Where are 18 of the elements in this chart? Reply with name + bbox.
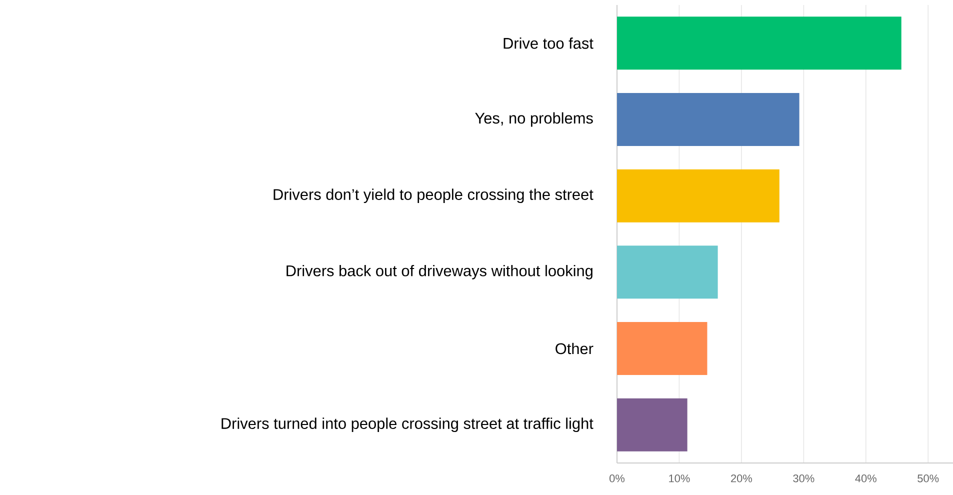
x-tick-label: 50% <box>918 474 939 482</box>
x-tick-label: 20% <box>731 474 752 482</box>
x-tick-label: 0% <box>610 474 625 482</box>
x-tick-label: 10% <box>669 474 690 482</box>
bar <box>617 92 800 146</box>
y-tick-label: Drivers turned into people crossing street at traffic light <box>222 418 594 432</box>
bar <box>617 169 780 222</box>
y-tick-label: Drivers don’t yield to people crossing the street <box>274 188 594 204</box>
y-tick-label: Yes, no problems <box>475 112 593 127</box>
x-tick-label: 30% <box>793 474 814 482</box>
y-tick-label: Other <box>556 342 594 354</box>
x-tick-label: 40% <box>855 474 876 482</box>
bar <box>617 322 708 375</box>
y-tick-label: Drive too fast <box>504 37 594 49</box>
bar <box>617 246 718 299</box>
bar <box>617 16 902 70</box>
bar <box>617 398 688 452</box>
y-tick-label: Drivers back out of driveways without looking <box>286 264 592 280</box>
